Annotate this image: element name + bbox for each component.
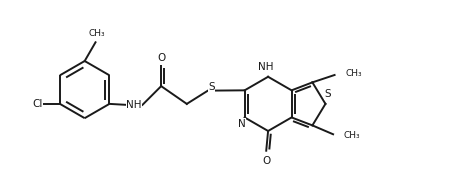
Text: O: O [262,156,270,166]
Text: O: O [157,53,165,63]
Text: S: S [208,82,215,92]
Text: CH₃: CH₃ [344,131,361,140]
Text: CH₃: CH₃ [345,69,362,78]
Text: N: N [238,119,246,129]
Text: S: S [324,89,331,99]
Text: NH: NH [258,62,274,72]
Text: CH₃: CH₃ [88,29,105,38]
Text: Cl: Cl [32,99,42,109]
Text: NH: NH [126,100,142,110]
